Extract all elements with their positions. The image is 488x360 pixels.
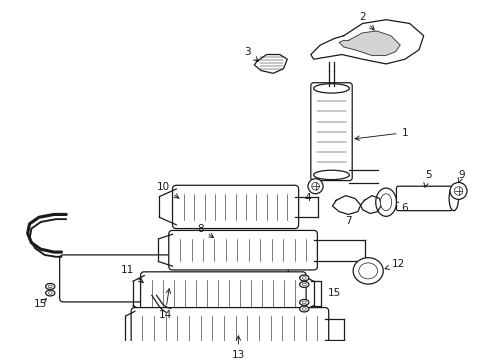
Ellipse shape: [302, 283, 305, 286]
Ellipse shape: [380, 194, 391, 211]
Ellipse shape: [302, 301, 305, 304]
FancyBboxPatch shape: [140, 272, 305, 315]
Ellipse shape: [302, 276, 305, 279]
Polygon shape: [254, 54, 287, 73]
Ellipse shape: [448, 186, 458, 211]
FancyBboxPatch shape: [172, 185, 298, 229]
Polygon shape: [310, 20, 423, 64]
Ellipse shape: [299, 306, 308, 312]
Text: 10: 10: [156, 182, 179, 198]
Ellipse shape: [352, 258, 383, 284]
FancyBboxPatch shape: [131, 307, 328, 351]
Text: 6: 6: [393, 202, 407, 213]
Ellipse shape: [375, 188, 396, 216]
FancyBboxPatch shape: [310, 83, 351, 181]
Ellipse shape: [299, 282, 308, 288]
Ellipse shape: [313, 170, 349, 180]
Ellipse shape: [313, 84, 349, 93]
Text: 14: 14: [158, 289, 171, 320]
Text: 2: 2: [359, 12, 373, 30]
Ellipse shape: [299, 300, 308, 305]
Polygon shape: [360, 195, 381, 213]
Text: 13: 13: [231, 336, 244, 360]
Circle shape: [307, 179, 323, 194]
FancyBboxPatch shape: [60, 255, 287, 302]
Circle shape: [326, 349, 337, 360]
Ellipse shape: [48, 292, 52, 294]
Ellipse shape: [45, 290, 55, 296]
Text: 15: 15: [34, 299, 47, 309]
Text: 8: 8: [197, 224, 213, 238]
Circle shape: [453, 187, 462, 195]
Text: 4: 4: [304, 188, 316, 203]
Text: 1: 1: [354, 127, 407, 140]
Ellipse shape: [299, 275, 308, 281]
Text: 5: 5: [423, 170, 431, 187]
Ellipse shape: [302, 308, 305, 310]
Ellipse shape: [48, 285, 52, 288]
Text: 12: 12: [384, 259, 404, 269]
Ellipse shape: [45, 283, 55, 289]
Text: 9: 9: [457, 170, 464, 183]
Circle shape: [311, 183, 319, 190]
FancyBboxPatch shape: [396, 186, 451, 211]
Polygon shape: [159, 189, 176, 225]
Text: 3: 3: [244, 47, 258, 61]
FancyBboxPatch shape: [168, 230, 317, 270]
Ellipse shape: [358, 263, 377, 279]
Text: 7: 7: [344, 209, 351, 226]
Polygon shape: [338, 31, 399, 55]
Polygon shape: [332, 195, 360, 215]
Text: 15: 15: [327, 288, 340, 297]
Circle shape: [449, 183, 466, 199]
Text: 11: 11: [121, 265, 143, 283]
